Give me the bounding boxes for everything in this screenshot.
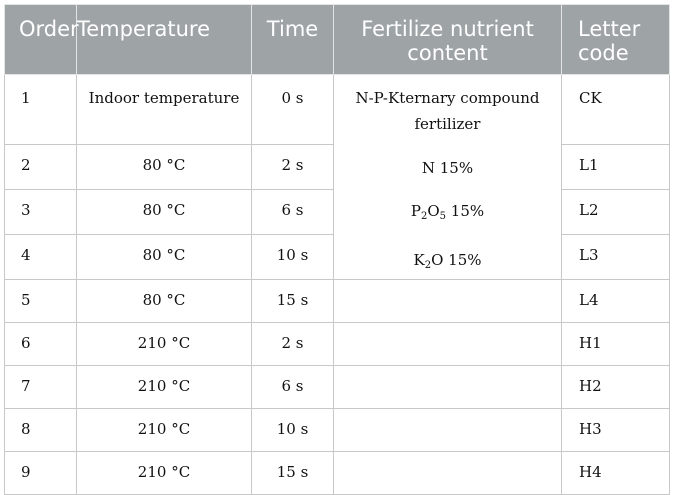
cell-order: 1 — [4, 73, 77, 146]
cell-order: 5 — [4, 279, 77, 323]
p-subscript: 2 — [420, 211, 428, 222]
cell-fertilizer-empty — [333, 322, 562, 366]
cell-temperature: 210 °C — [76, 408, 252, 452]
header-fertilize-label: Fertilize nutrient content — [361, 17, 534, 65]
table-row: 1 Indoor temperature 0 s N-P-Kternary co… — [4, 73, 670, 280]
cell-temperature: 80 °C — [76, 189, 252, 235]
cell-order: 7 — [4, 365, 77, 409]
cell-fertilizer-empty — [333, 451, 562, 495]
cell-letter-code: H4 — [561, 451, 670, 495]
cell-fertilizer-empty — [333, 408, 562, 452]
table-row: 8 210 °C 10 s H3 — [4, 408, 670, 452]
cell-temperature: Indoor temperature — [76, 73, 252, 146]
fertilizer-phosphorus: P2O5 15% — [334, 198, 561, 230]
k-symbol: K — [413, 251, 425, 269]
p-oxygen: O — [427, 202, 440, 220]
p-oxygen-subscript: 5 — [439, 211, 447, 222]
header-letter-code: Letter code — [561, 4, 670, 75]
cell-time: 10 s — [251, 234, 334, 280]
table-row: 7 210 °C 6 s H2 — [4, 365, 670, 409]
cell-time: 2 s — [251, 322, 334, 366]
cell-letter-code: CK — [561, 73, 670, 146]
cell-fertilizer-empty — [333, 365, 562, 409]
fertilizer-potassium: K2O 15% — [334, 247, 561, 279]
table-row: 4 80 °C 10 s L3 — [4, 234, 670, 280]
cell-order: 3 — [4, 189, 77, 235]
k-value: O 15% — [431, 251, 482, 269]
table-row: 9 210 °C 15 s H4 — [4, 451, 670, 495]
cell-time: 10 s — [251, 408, 334, 452]
cell-order: 9 — [4, 451, 77, 495]
cell-order: 2 — [4, 144, 77, 191]
header-time: Time — [251, 4, 334, 75]
cell-temperature: 210 °C — [76, 451, 252, 495]
cell-temperature: 210 °C — [76, 322, 252, 366]
cell-order: 4 — [4, 234, 77, 280]
cell-time: 15 s — [251, 279, 334, 323]
fertilizer-name: N-P-Kternary compound fertilizer — [355, 89, 540, 133]
cell-temperature: 80 °C — [76, 144, 252, 191]
cell-time: 15 s — [251, 451, 334, 495]
cell-time: 6 s — [251, 365, 334, 409]
cell-temperature: 80 °C — [76, 234, 252, 280]
header-order: Order — [4, 4, 79, 75]
fertilizer-treatment-table: Order Temperature Time Fertilize nutrien… — [4, 4, 670, 495]
cell-letter-code: L2 — [561, 189, 670, 235]
header-letter-code-label: Letter code — [578, 17, 641, 65]
cell-letter-code: H3 — [561, 408, 670, 452]
cell-letter-code: H1 — [561, 322, 670, 366]
table-row: 5 80 °C 15 s L4 — [4, 279, 670, 323]
k-subscript: 2 — [424, 260, 432, 271]
cell-order: 8 — [4, 408, 77, 452]
cell-time: 2 s — [251, 144, 334, 191]
header-temperature: Temperature — [76, 4, 252, 75]
fertilizer-nitrogen: N 15% — [421, 159, 474, 177]
table-header-row: Order Temperature Time Fertilize nutrien… — [4, 4, 670, 75]
cell-letter-code: L1 — [561, 144, 670, 191]
table-row: 6 210 °C 2 s H1 — [4, 322, 670, 366]
cell-temperature: 210 °C — [76, 365, 252, 409]
cell-temperature: 80 °C — [76, 279, 252, 323]
cell-fertilizer-empty — [333, 279, 562, 323]
cell-letter-code: L3 — [561, 234, 670, 280]
p-value: 15% — [446, 202, 485, 220]
cell-time: 6 s — [251, 189, 334, 235]
cell-order: 6 — [4, 322, 77, 366]
cell-letter-code: L4 — [561, 279, 670, 323]
header-fertilize-nutrient-content: Fertilize nutrient content — [333, 4, 562, 75]
p-symbol: P — [410, 202, 421, 220]
cell-letter-code: H2 — [561, 365, 670, 409]
cell-fertilizer-content: N-P-Kternary compound fertilizer N 15% P… — [333, 74, 562, 280]
cell-time: 0 s — [251, 73, 334, 146]
